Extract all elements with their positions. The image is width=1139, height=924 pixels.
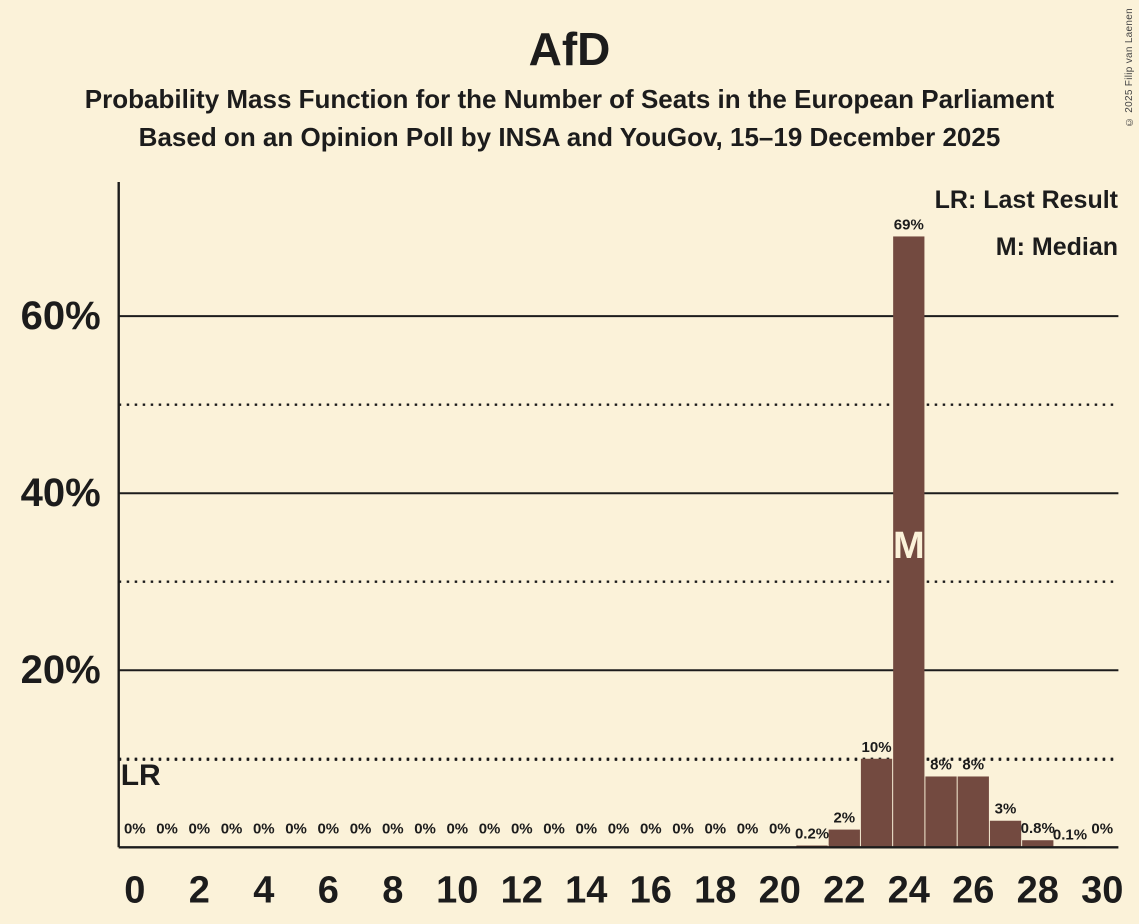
svg-text:0.2%: 0.2%	[795, 826, 829, 843]
svg-text:0%: 0%	[511, 820, 533, 837]
svg-text:0%: 0%	[253, 820, 275, 837]
svg-text:8%: 8%	[930, 756, 952, 773]
svg-text:0%: 0%	[479, 820, 501, 837]
svg-text:0%: 0%	[737, 820, 759, 837]
svg-text:2: 2	[189, 869, 210, 911]
svg-text:3%: 3%	[995, 801, 1017, 818]
svg-text:40%: 40%	[21, 471, 101, 515]
svg-text:0%: 0%	[575, 820, 597, 837]
svg-text:LR: LR	[121, 759, 161, 792]
svg-text:30: 30	[1081, 869, 1123, 911]
svg-text:0%: 0%	[769, 820, 791, 837]
svg-text:0%: 0%	[543, 820, 565, 837]
svg-text:0%: 0%	[350, 820, 372, 837]
svg-text:0%: 0%	[446, 820, 468, 837]
svg-text:2%: 2%	[833, 810, 855, 827]
svg-text:0%: 0%	[221, 820, 243, 837]
svg-text:0%: 0%	[414, 820, 436, 837]
svg-text:0: 0	[124, 869, 145, 911]
svg-text:0%: 0%	[608, 820, 630, 837]
svg-text:0%: 0%	[1091, 820, 1113, 837]
svg-text:0%: 0%	[640, 820, 662, 837]
svg-text:0%: 0%	[672, 820, 694, 837]
svg-text:26: 26	[952, 869, 994, 911]
svg-text:20: 20	[759, 869, 801, 911]
svg-text:28: 28	[1017, 869, 1059, 911]
svg-text:20%: 20%	[21, 648, 101, 692]
svg-text:0%: 0%	[156, 820, 178, 837]
svg-text:10%: 10%	[862, 739, 892, 756]
svg-text:0.8%: 0.8%	[1021, 820, 1055, 837]
svg-text:14: 14	[565, 869, 607, 911]
svg-text:0%: 0%	[704, 820, 726, 837]
svg-text:24: 24	[888, 869, 930, 911]
svg-text:0%: 0%	[188, 820, 210, 837]
svg-text:6: 6	[318, 869, 339, 911]
svg-text:4: 4	[253, 869, 274, 911]
svg-text:10: 10	[436, 869, 478, 911]
svg-text:69%: 69%	[894, 216, 924, 233]
svg-text:0.1%: 0.1%	[1053, 826, 1087, 843]
svg-text:16: 16	[630, 869, 672, 911]
svg-text:0%: 0%	[317, 820, 339, 837]
svg-text:60%: 60%	[21, 294, 101, 338]
svg-text:0%: 0%	[124, 820, 146, 837]
svg-text:0%: 0%	[285, 820, 307, 837]
svg-text:8%: 8%	[962, 756, 984, 773]
svg-text:18: 18	[694, 869, 736, 911]
svg-text:M: M	[893, 525, 925, 567]
svg-text:12: 12	[501, 869, 543, 911]
svg-text:0%: 0%	[382, 820, 404, 837]
svg-text:8: 8	[382, 869, 403, 911]
svg-text:22: 22	[823, 869, 865, 911]
